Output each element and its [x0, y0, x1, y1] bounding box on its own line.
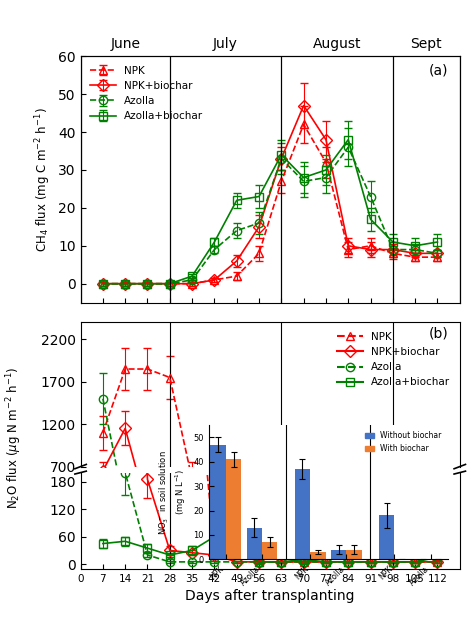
X-axis label: Days after transplanting: Days after transplanting — [185, 589, 355, 603]
Text: (b): (b) — [428, 327, 448, 341]
Y-axis label: NO$_3^-$ in soil solution
(mg N L$^{-1}$): NO$_3^-$ in soil solution (mg N L$^{-1}$… — [157, 450, 188, 534]
Bar — [262, 542, 277, 559]
Legend: Without biochar, With biochar: Without biochar, With biochar — [363, 429, 444, 455]
Bar — [346, 549, 362, 559]
Bar — [246, 528, 262, 559]
Text: (a): (a) — [429, 64, 448, 78]
Text: N$_2$O flux ($\mu$g N m$^{-2}$ h$^{-1}$): N$_2$O flux ($\mu$g N m$^{-2}$ h$^{-1}$) — [4, 366, 24, 509]
Bar — [295, 469, 310, 559]
Bar — [310, 552, 326, 559]
Bar — [210, 444, 226, 559]
Bar — [226, 459, 241, 559]
Bar — [331, 549, 346, 559]
Bar — [379, 516, 394, 559]
Y-axis label: CH$_4$ flux (mg C m$^{-2}$ h$^{-1}$): CH$_4$ flux (mg C m$^{-2}$ h$^{-1}$) — [33, 107, 53, 252]
Legend: NPK, NPK+biochar, Azolla, Azolla+biochar: NPK, NPK+biochar, Azolla, Azolla+biochar — [86, 61, 208, 126]
Legend: NPK, NPK+biochar, Azolla, Azolla+biochar: NPK, NPK+biochar, Azolla, Azolla+biochar — [333, 328, 455, 391]
